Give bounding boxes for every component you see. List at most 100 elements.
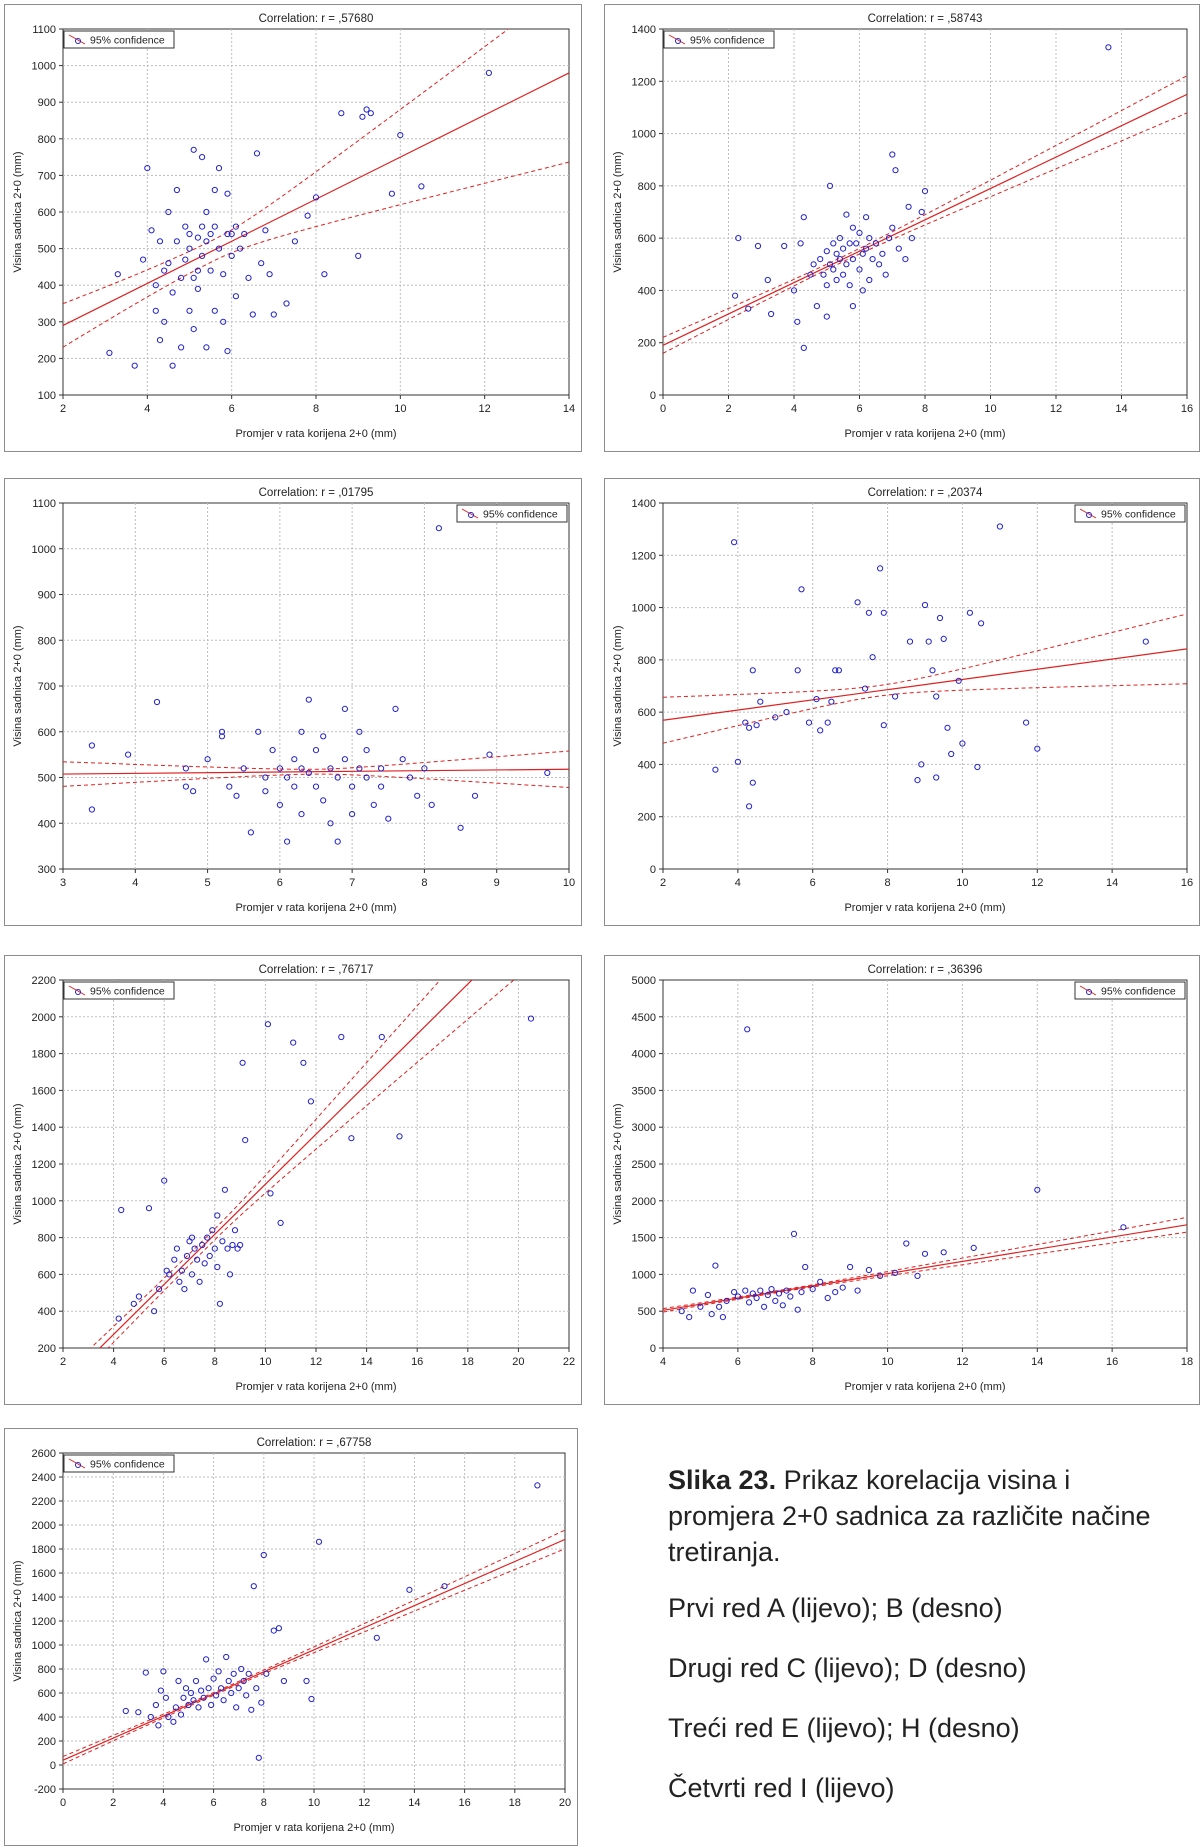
data-point xyxy=(772,714,779,721)
legend-box xyxy=(63,1454,175,1473)
data-point xyxy=(172,1704,179,1711)
data-point xyxy=(849,303,856,310)
data-point xyxy=(211,186,218,194)
data-point xyxy=(291,783,298,790)
data-point xyxy=(224,190,231,197)
data-point xyxy=(183,1252,191,1260)
data-point xyxy=(147,1713,154,1721)
x-tick-label: 4 xyxy=(144,403,150,415)
data-point xyxy=(307,1098,314,1105)
data-point xyxy=(745,305,752,312)
data-point xyxy=(242,1137,249,1144)
legend-line-icon xyxy=(1079,985,1097,996)
data-point xyxy=(215,165,223,172)
data-point xyxy=(534,1482,541,1489)
y-tick-label: 1000 xyxy=(32,1196,56,1208)
data-point xyxy=(457,824,464,831)
data-point xyxy=(833,276,840,284)
y-tick-label: 400 xyxy=(38,1306,56,1318)
data-point xyxy=(220,1697,227,1704)
data-point xyxy=(1120,1224,1127,1231)
data-point xyxy=(312,747,320,754)
data-point xyxy=(199,252,206,259)
data-point xyxy=(224,1245,231,1252)
data-point xyxy=(486,751,493,758)
data-point xyxy=(527,1015,535,1022)
chart-panel-b: 0 2 4 6 8 10 12 14 16 0 200 400 600 800 1000 1200 1400 Co… xyxy=(604,4,1200,452)
y-tick-label: 500 xyxy=(38,244,56,256)
data-point xyxy=(169,289,176,296)
data-point xyxy=(186,245,193,252)
data-point xyxy=(298,811,305,818)
y-tick-label: 100 xyxy=(38,390,56,402)
y-tick-label: 4000 xyxy=(632,1049,656,1061)
chart-svg: 4 6 8 10 12 14 16 18 0 500 1000 1500 2000 2500 3000 350… xyxy=(612,964,1193,1393)
x-tick-label: 10 xyxy=(563,877,575,889)
data-point xyxy=(145,1205,153,1212)
data-point xyxy=(213,1692,220,1699)
data-point xyxy=(723,1297,730,1304)
data-point xyxy=(338,1033,345,1041)
data-point xyxy=(191,1245,198,1252)
ci-upper-line xyxy=(63,1529,565,1757)
data-point xyxy=(88,806,96,813)
data-point xyxy=(378,783,385,790)
data-point xyxy=(903,1240,910,1247)
data-point xyxy=(269,747,276,754)
data-point xyxy=(178,344,185,351)
y-tick-label: 5000 xyxy=(632,975,656,987)
x-tick-label: 18 xyxy=(1181,1356,1193,1368)
data-point xyxy=(918,208,925,216)
data-point xyxy=(865,1266,872,1274)
data-point xyxy=(840,271,847,278)
x-tick-label: 8 xyxy=(313,403,319,415)
y-tick-label: 200 xyxy=(638,812,656,824)
data-point xyxy=(349,783,356,790)
data-point xyxy=(161,1177,168,1184)
data-point xyxy=(182,223,189,230)
data-point xyxy=(232,293,239,300)
x-tick-label: 10 xyxy=(308,1797,320,1809)
data-point xyxy=(215,1668,222,1675)
data-point xyxy=(255,1754,262,1761)
data-point xyxy=(130,1300,137,1307)
y-axis-label: Visina sadnica 2+0 (mm) xyxy=(12,1103,24,1224)
x-axis-label: Promjer v rata korijena 2+0 (mm) xyxy=(233,1822,394,1834)
y-tick-label: 500 xyxy=(38,773,56,785)
data-point xyxy=(817,1278,824,1285)
data-point xyxy=(809,1286,816,1293)
ci-upper-line xyxy=(663,1216,1187,1310)
y-tick-label: 400 xyxy=(638,759,656,771)
legend-box xyxy=(63,981,175,1000)
y-axis-label: Visina sadnica 2+0 (mm) xyxy=(612,1103,624,1224)
data-point xyxy=(359,113,366,120)
data-point xyxy=(148,227,155,234)
data-point xyxy=(406,774,414,781)
data-point xyxy=(341,705,348,712)
data-point xyxy=(290,1039,297,1046)
x-tick-label: 6 xyxy=(810,877,816,889)
data-point xyxy=(239,1059,246,1066)
x-tick-label: 4 xyxy=(660,1356,666,1368)
y-tick-label: 1000 xyxy=(632,129,656,141)
x-tick-label: 6 xyxy=(277,877,283,889)
caption-row-3: Treći red E (lijevo); H (desno) xyxy=(668,1713,1020,1743)
data-point xyxy=(106,349,113,356)
y-tick-label: 800 xyxy=(38,635,56,647)
data-point xyxy=(959,740,966,747)
y-tick-label: 900 xyxy=(38,590,56,602)
x-tick-label: 14 xyxy=(408,1797,420,1809)
data-point xyxy=(216,1300,223,1307)
data-point xyxy=(846,240,853,247)
data-point xyxy=(826,182,834,189)
data-point xyxy=(712,766,719,773)
data-point xyxy=(312,783,320,790)
data-point xyxy=(940,635,947,642)
chart-panel-d: 2 4 6 8 10 12 14 16 0 200 400 600 800 1000 1200 1400 Cor… xyxy=(604,478,1200,926)
data-point xyxy=(798,1289,805,1296)
data-point xyxy=(131,362,138,369)
y-tick-label: 1000 xyxy=(632,603,656,615)
y-tick-label: 800 xyxy=(38,1233,56,1245)
data-point xyxy=(914,777,921,784)
data-point xyxy=(779,1302,786,1309)
